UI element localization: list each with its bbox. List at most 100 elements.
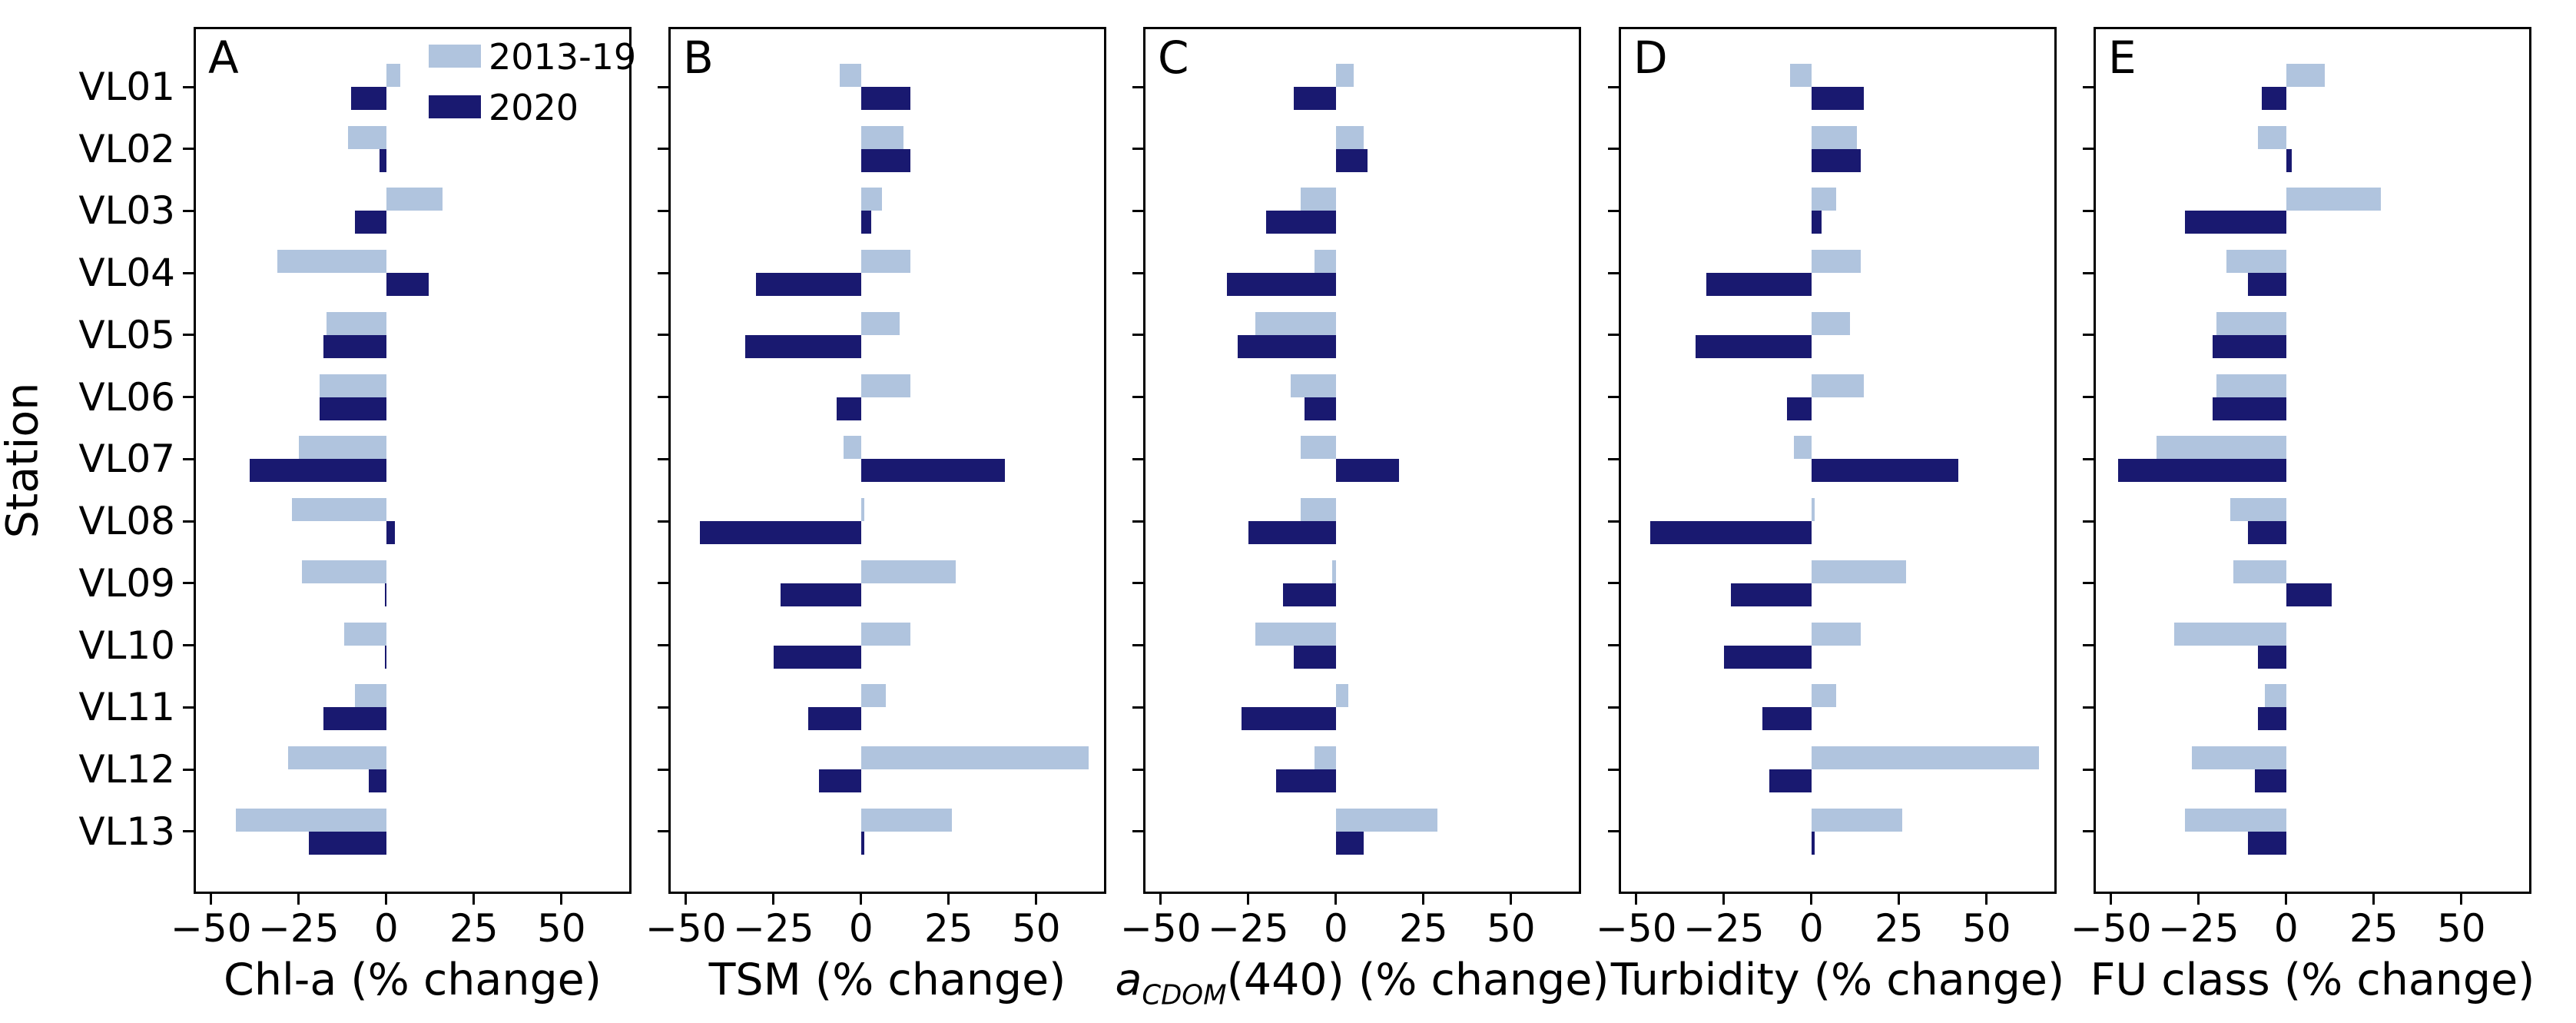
bar-vl12-2020: [369, 769, 386, 793]
x-tick-label-D-0: 0: [1799, 906, 1824, 951]
y-tick-B-vl06: [658, 396, 668, 399]
station-label-vl07: VL07: [78, 437, 175, 482]
bar-vl13-2013-19: [860, 808, 953, 832]
y-tick-C-vl13: [1132, 830, 1143, 833]
bar-vl05-2020: [745, 334, 861, 358]
bar-vl09-2013-19: [860, 560, 956, 583]
bar-vl03-2020: [354, 211, 386, 234]
x-tick-label-C-25: 25: [1398, 906, 1448, 951]
bar-vl05-2020: [2213, 334, 2286, 358]
y-tick-A-vl10: [183, 644, 194, 647]
y-tick-E-vl07: [2083, 457, 2094, 460]
bar-vl07-2020: [1811, 459, 1959, 483]
bar-vl01-2020: [1294, 87, 1336, 110]
bar-vl08-2020: [1248, 521, 1336, 545]
bar-vl10-2020: [1294, 645, 1336, 669]
y-tick-B-vl11: [658, 706, 668, 709]
bar-vl11-2013-19: [354, 684, 386, 708]
bar-vl07-2013-19: [1794, 436, 1812, 460]
y-tick-C-vl11: [1132, 706, 1143, 709]
bar-vl13-2013-19: [235, 808, 386, 832]
y-tick-A-vl05: [183, 334, 194, 337]
bar-vl01-2020: [860, 87, 910, 110]
bar-vl02-2013-19: [347, 125, 386, 149]
station-label-vl05: VL05: [78, 312, 175, 357]
x-tick-label-C--50: −50: [1120, 906, 1202, 951]
bar-vl06-2020: [2213, 397, 2286, 420]
y-tick-D-vl07: [1608, 457, 1619, 460]
bar-vl08-2013-19: [2230, 498, 2286, 522]
x-tick-label-D-50: 50: [1961, 906, 2011, 951]
x-tick-B-0: [860, 894, 863, 905]
y-tick-D-vl05: [1608, 334, 1619, 337]
bar-vl04-2020: [756, 273, 861, 297]
bar-vl08-2013-19: [1811, 498, 1815, 522]
bar-vl10-2013-19: [344, 622, 386, 646]
x-tick-label-C-0: 0: [1323, 906, 1348, 951]
y-tick-D-vl12: [1608, 768, 1619, 771]
y-tick-D-vl09: [1608, 582, 1619, 585]
panel-letter-C: C: [1158, 32, 1189, 84]
x-tick-B--25: [772, 894, 775, 905]
bar-vl13-2020: [1811, 831, 1815, 855]
bar-vl07-2013-19: [2157, 436, 2286, 460]
bar-vl03-2013-19: [386, 188, 443, 211]
y-tick-A-vl07: [183, 457, 194, 460]
bar-vl05-2013-19: [1811, 311, 1850, 335]
bar-vl13-2020: [1335, 831, 1364, 855]
y-tick-B-vl08: [658, 520, 668, 523]
y-tick-D-vl10: [1608, 644, 1619, 647]
x-tick-label-E-50: 50: [2436, 906, 2486, 951]
panel-C: C: [1132, 27, 1581, 905]
x-tick-label-E--50: −50: [2070, 906, 2152, 951]
bar-vl05-2013-19: [327, 311, 386, 335]
y-tick-A-vl02: [183, 148, 194, 151]
panel-E: E: [2083, 27, 2531, 905]
bar-vl05-2013-19: [1255, 311, 1336, 335]
bar-vl02-2013-19: [1335, 125, 1364, 149]
bar-vl07-2013-19: [298, 436, 386, 460]
bar-vl09-2020: [2286, 583, 2332, 606]
y-tick-B-vl12: [658, 768, 668, 771]
y-tick-C-vl04: [1132, 271, 1143, 274]
y-tick-C-vl09: [1132, 582, 1143, 585]
bar-vl02-2013-19: [2258, 125, 2286, 149]
bar-vl09-2013-19: [302, 560, 386, 583]
bar-vl03-2013-19: [1301, 188, 1336, 211]
y-tick-E-vl06: [2083, 396, 2094, 399]
bar-vl02-2020: [379, 148, 386, 172]
x-tick-C-25: [1422, 894, 1425, 905]
y-tick-E-vl08: [2083, 520, 2094, 523]
x-tick-B-25: [947, 894, 950, 905]
bar-vl09-2020: [1730, 583, 1812, 606]
bar-vl01-2013-19: [1790, 64, 1812, 87]
x-tick-label-B--25: −25: [733, 906, 814, 951]
bar-vl07-2020: [249, 459, 386, 483]
y-tick-E-vl05: [2083, 334, 2094, 337]
y-tick-E-vl09: [2083, 582, 2094, 585]
x-tick-label-A-50: 50: [536, 906, 586, 951]
bar-vl05-2020: [1696, 334, 1812, 358]
y-tick-C-vl06: [1132, 396, 1143, 399]
bar-vl10-2020: [773, 645, 861, 669]
x-axis-label-E: FU class (% change): [2090, 955, 2535, 1005]
bar-vl06-2013-19: [2216, 374, 2286, 397]
y-tick-D-vl04: [1608, 271, 1619, 274]
y-tick-A-vl08: [183, 520, 194, 523]
bar-vl09-2013-19: [2233, 560, 2286, 583]
y-tick-D-vl08: [1608, 520, 1619, 523]
y-tick-E-vl02: [2083, 148, 2094, 151]
y-tick-E-vl10: [2083, 644, 2094, 647]
x-tick-label-B-0: 0: [848, 906, 874, 951]
x-tick-B-50: [1035, 894, 1038, 905]
bar-vl10-2013-19: [860, 622, 910, 646]
bar-vl12-2013-19: [2191, 746, 2286, 770]
bar-vl12-2020: [2254, 769, 2286, 793]
station-label-vl12: VL12: [78, 747, 175, 792]
bar-vl03-2013-19: [2286, 188, 2381, 211]
x-tick-label-C--25: −25: [1208, 906, 1289, 951]
bar-vl01-2013-19: [386, 64, 401, 87]
y-tick-C-vl02: [1132, 148, 1143, 151]
bar-vl04-2013-19: [277, 250, 386, 274]
y-tick-C-vl03: [1132, 209, 1143, 212]
